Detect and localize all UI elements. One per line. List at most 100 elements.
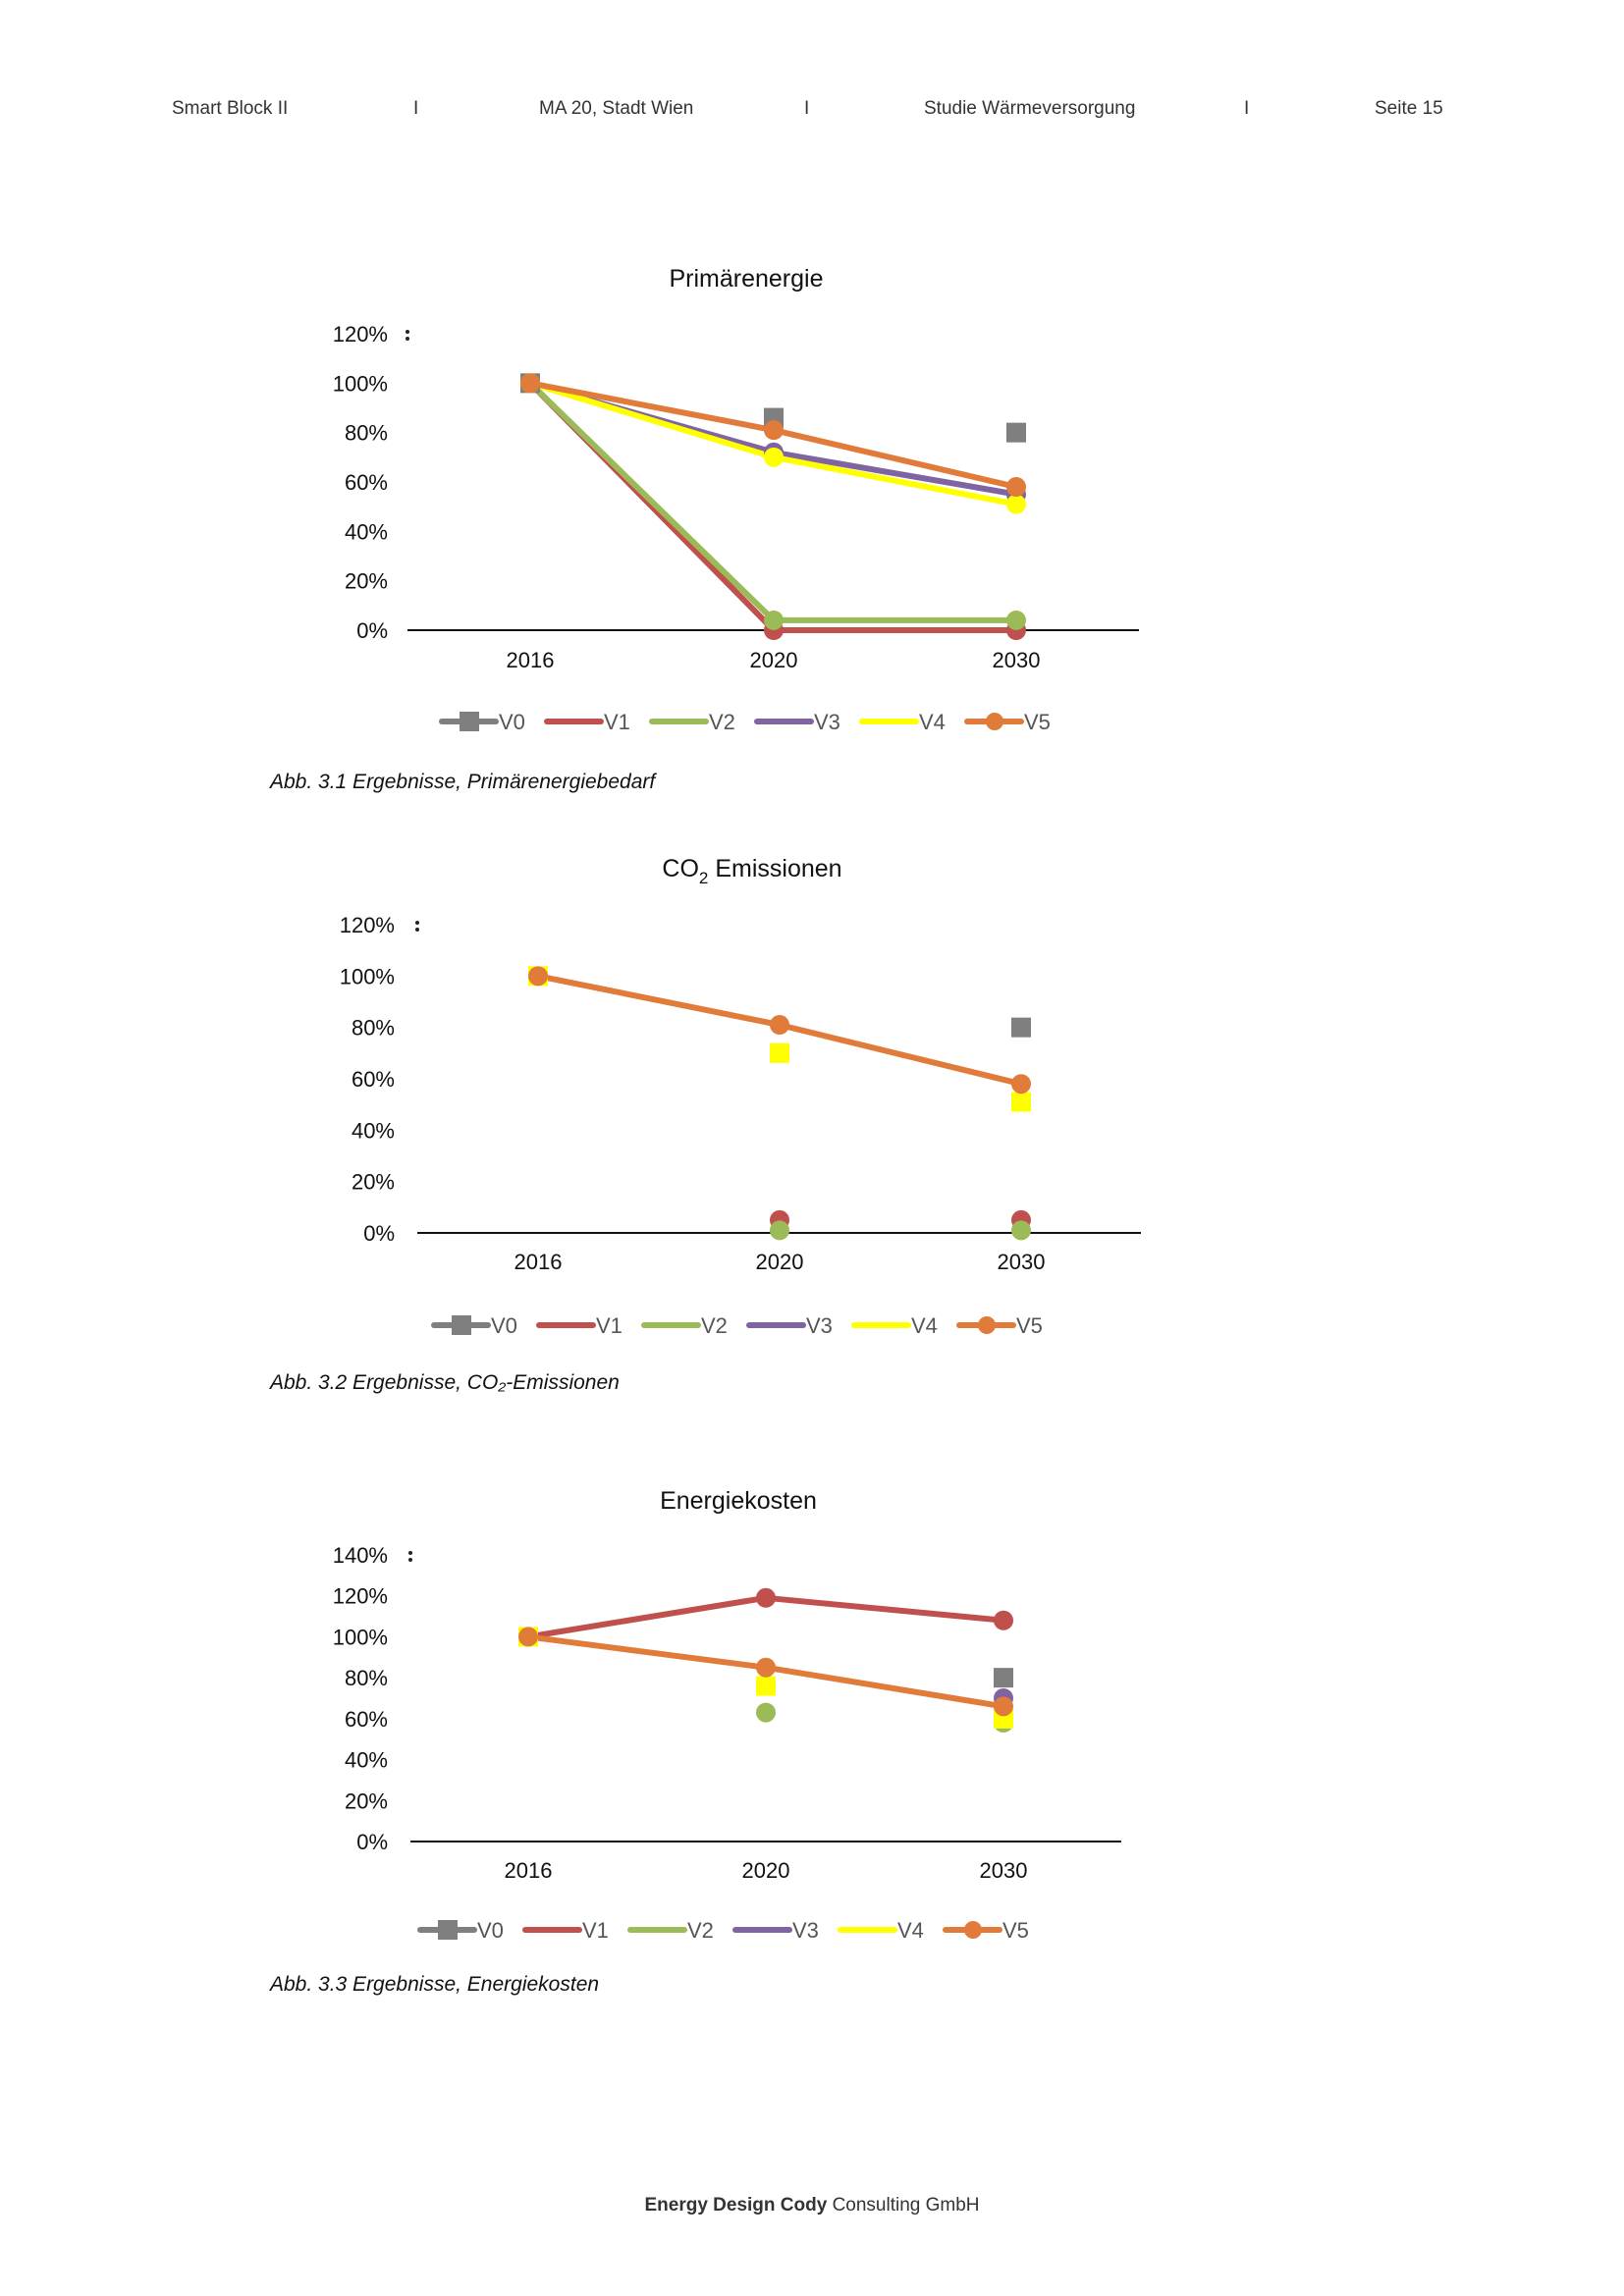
data-point-v4 xyxy=(1006,494,1026,514)
legend-label-v2: V2 xyxy=(687,1918,714,1943)
header-client: MA 20, Stadt Wien xyxy=(539,98,694,119)
legend-label-v4: V4 xyxy=(897,1918,924,1943)
legend-label-v0: V0 xyxy=(477,1918,504,1943)
y-tick-label: 140% xyxy=(333,1543,388,1568)
legend-marker-v5 xyxy=(964,1921,982,1939)
data-point-v2 xyxy=(764,610,784,630)
legend-label-v4: V4 xyxy=(919,710,946,734)
legend-label-v1: V1 xyxy=(604,710,630,734)
x-tick-label: 2020 xyxy=(750,648,798,672)
chart-title: Energiekosten xyxy=(660,1487,817,1515)
legend-label-v5: V5 xyxy=(1024,710,1051,734)
y-tick-label: 100% xyxy=(333,371,388,396)
data-point-v5 xyxy=(1011,1074,1031,1095)
chart-primaerenergie-svg: Primärenergie 0% 20% 40% 60% 80% 100% 120% 2016 2… xyxy=(333,265,1139,734)
data-point-v2 xyxy=(756,1702,776,1723)
data-point-v5 xyxy=(770,1015,789,1036)
y-tick-label: 80% xyxy=(352,1016,395,1041)
legend-label-v3: V3 xyxy=(792,1918,819,1943)
x-tick-label: 2030 xyxy=(980,1858,1028,1883)
chart-handle-dot xyxy=(408,1551,412,1555)
y-tick-label: 120% xyxy=(333,1584,388,1609)
data-point-v0 xyxy=(994,1668,1013,1688)
y-tick-label: 0% xyxy=(363,1221,395,1246)
caption-figure-3-2: Abb. 3.2 Ergebnisse, CO₂-Emissionen xyxy=(270,1371,620,1394)
legend-label-v4: V4 xyxy=(911,1313,938,1338)
chart-handle-dot xyxy=(406,330,409,334)
legend-label-v0: V0 xyxy=(491,1313,517,1338)
chart-handle-dot xyxy=(408,1558,412,1562)
legend-label-v1: V1 xyxy=(596,1313,623,1338)
legend-label-v2: V2 xyxy=(709,710,735,734)
legend-label-v1: V1 xyxy=(582,1918,609,1943)
legend-label-v3: V3 xyxy=(814,710,840,734)
data-point-v0 xyxy=(1006,422,1026,443)
x-tick-label: 2020 xyxy=(756,1250,804,1274)
data-point-v5 xyxy=(994,1696,1013,1717)
x-tick-label: 2020 xyxy=(742,1858,790,1883)
legend-label-v5: V5 xyxy=(1002,1918,1029,1943)
data-point-v1 xyxy=(756,1587,776,1608)
y-tick-label: 80% xyxy=(345,421,388,446)
data-point-v5 xyxy=(764,420,784,441)
x-tick-label: 2016 xyxy=(505,1858,553,1883)
y-tick-label: 20% xyxy=(352,1170,395,1195)
x-tick-label: 2016 xyxy=(507,648,555,672)
chart-title-rest: Emissionen xyxy=(708,855,841,882)
y-tick-label: 40% xyxy=(345,519,388,544)
y-tick-label: 20% xyxy=(345,1789,388,1813)
data-point-v4 xyxy=(770,1042,789,1063)
header-page-number: Seite 15 xyxy=(1375,98,1443,119)
data-point-v4 xyxy=(764,447,784,467)
data-point-v0 xyxy=(1011,1017,1031,1038)
x-tick-label: 2016 xyxy=(514,1250,563,1274)
y-tick-label: 60% xyxy=(345,1707,388,1732)
data-point-v4 xyxy=(1011,1092,1031,1112)
legend-label-v0: V0 xyxy=(499,710,525,734)
chart-handle-dot xyxy=(415,928,419,932)
data-point-v1 xyxy=(994,1610,1013,1630)
chart-handle-dot xyxy=(415,921,419,925)
y-tick-label: 0% xyxy=(356,1830,388,1854)
legend-marker-v5 xyxy=(978,1316,996,1334)
y-tick-label: 60% xyxy=(345,470,388,495)
y-tick-label: 120% xyxy=(340,913,395,937)
chart-energiekosten-svg: Energiekosten 0% 20% 40% 60% 80% 100% 120% 140% 2… xyxy=(333,1487,1121,1943)
data-point-v5 xyxy=(756,1657,776,1678)
x-tick-label: 2030 xyxy=(993,648,1041,672)
header-separator: I xyxy=(413,98,419,119)
y-tick-label: 100% xyxy=(340,964,395,988)
data-point-v5 xyxy=(520,373,540,394)
chart-title: CO2 Emissionen xyxy=(662,855,841,887)
legend-marker-v5 xyxy=(986,713,1003,730)
x-tick-label: 2030 xyxy=(998,1250,1046,1274)
legend-label-v2: V2 xyxy=(701,1313,728,1338)
header-separator: I xyxy=(804,98,810,119)
data-point-v5 xyxy=(528,966,548,987)
footer-company-bold: Energy Design Cody xyxy=(644,2195,828,2216)
y-tick-label: 120% xyxy=(333,322,388,347)
chart-title: Primärenergie xyxy=(669,265,823,293)
y-tick-label: 0% xyxy=(356,618,388,643)
footer-company: Energy Design Cody Consulting GmbH xyxy=(0,2195,1624,2216)
data-point-v2 xyxy=(1006,610,1026,630)
data-point-v5 xyxy=(1006,477,1026,498)
chart-co2-emissionen-svg: CO2 Emissionen 0% 20% 40% 60% 80% 100% 120% 2016… xyxy=(340,855,1141,1338)
y-tick-label: 80% xyxy=(345,1666,388,1690)
y-tick-label: 40% xyxy=(352,1118,395,1143)
y-tick-label: 40% xyxy=(345,1748,388,1773)
legend-marker-v0 xyxy=(452,1315,471,1335)
y-tick-label: 100% xyxy=(333,1625,388,1649)
caption-figure-3-1: Abb. 3.1 Ergebnisse, Primärenergiebedarf xyxy=(270,771,656,793)
legend-label-v3: V3 xyxy=(806,1313,833,1338)
header-separator: I xyxy=(1244,98,1250,119)
header-study: Studie Wärmeversorgung xyxy=(924,98,1136,119)
data-point-v2 xyxy=(1011,1220,1031,1241)
data-point-v5 xyxy=(518,1627,538,1647)
data-point-v2 xyxy=(770,1220,789,1241)
y-tick-label: 60% xyxy=(352,1067,395,1092)
caption-figure-3-3: Abb. 3.3 Ergebnisse, Energiekosten xyxy=(270,1973,600,1996)
data-point-v4 xyxy=(756,1676,776,1696)
chart-handle-dot xyxy=(406,337,409,341)
chart-title-subscript: 2 xyxy=(699,869,708,887)
